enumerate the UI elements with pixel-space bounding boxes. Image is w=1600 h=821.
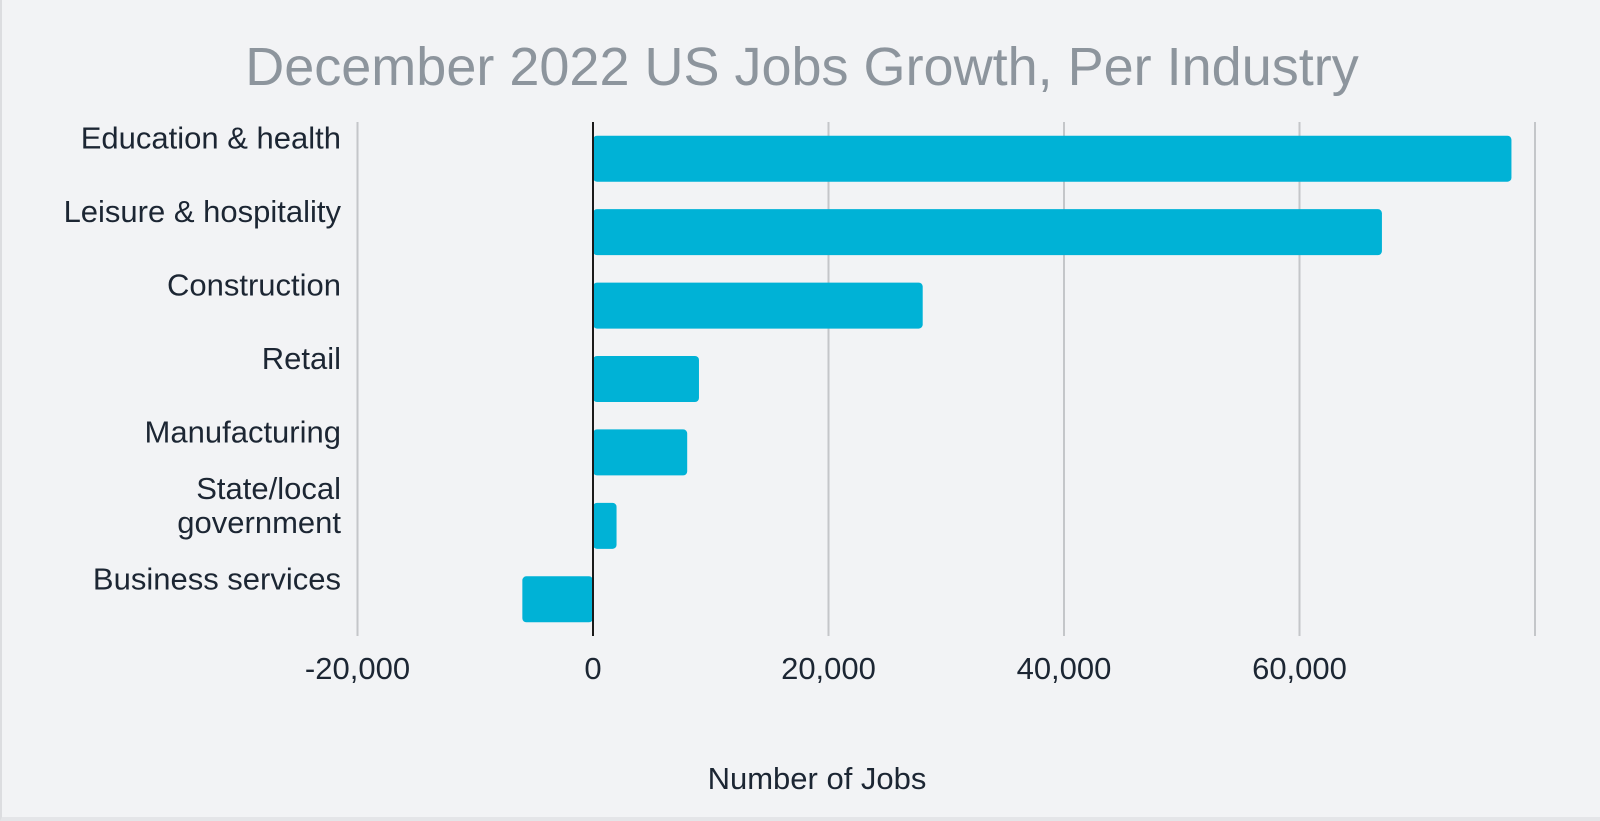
- x-axis-label: Number of Jobs: [708, 761, 927, 796]
- bar-2: [593, 282, 923, 329]
- x-tick-label-2: 20,000: [781, 651, 876, 686]
- bar-layer: [522, 135, 1512, 623]
- bar-1: [593, 209, 1382, 256]
- bar-0: [593, 135, 1512, 182]
- x-tick-label-0: -20,000: [305, 651, 410, 686]
- x-tick-labels: -20,000 0 20,000 40,000 60,000: [305, 651, 1347, 686]
- chart-title: December 2022 US Jobs Growth, Per Indust…: [245, 37, 1359, 97]
- category-label-6: Business services: [93, 561, 341, 596]
- grid-layer: [356, 122, 1536, 636]
- bar-4: [593, 429, 688, 476]
- category-label-0: Education & health: [81, 121, 341, 156]
- x-tick-label-1: 0: [584, 651, 601, 686]
- category-label-5: State/local government: [177, 471, 341, 540]
- category-label-4: Manufacturing: [145, 414, 341, 449]
- x-tick-label-3: 40,000: [1017, 651, 1112, 686]
- x-tick-label-4: 60,000: [1252, 651, 1347, 686]
- category-label-1: Leisure & hospitality: [64, 194, 342, 229]
- category-label-2: Construction: [167, 268, 341, 303]
- bar-5: [593, 502, 617, 549]
- category-label-3: Retail: [262, 341, 341, 376]
- category-labels: Education & health Leisure & hospitality C…: [64, 121, 342, 597]
- bar-6: [522, 576, 593, 623]
- bar-3: [593, 356, 699, 402]
